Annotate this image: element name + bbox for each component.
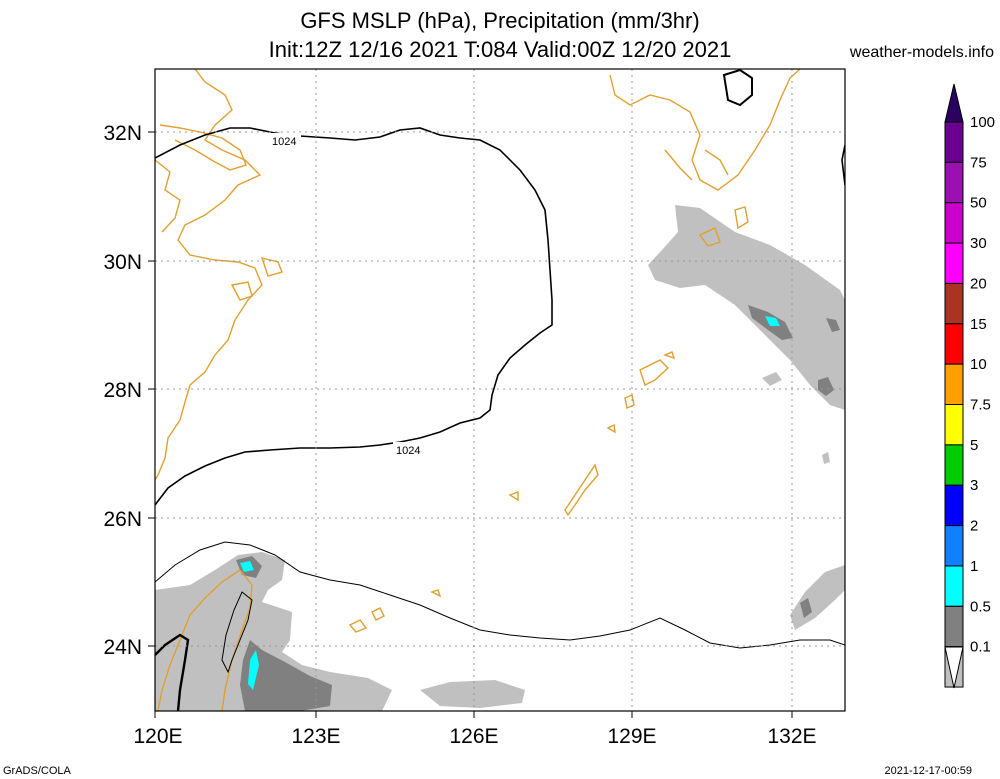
legend-label-1: 1 — [970, 558, 978, 575]
precip-legend: 100 75 50 30 20 15 10 7.5 5 3 2 1 0.5 0.1 — [944, 83, 995, 689]
legend-swatch-75 — [944, 161, 964, 204]
legend-label-50: 50 — [970, 195, 987, 212]
axis-ticks — [148, 131, 793, 718]
legend-label-3: 3 — [970, 477, 978, 494]
precip-core-east-3 — [826, 318, 840, 332]
coast-ishigaki — [371, 607, 385, 621]
precip-core-southeast — [800, 598, 812, 618]
coastlines — [155, 69, 801, 711]
precip-light — [155, 205, 845, 711]
legend-label-20: 20 — [970, 275, 987, 292]
legend-swatch-10 — [944, 363, 964, 406]
legend-swatch-30 — [944, 242, 964, 284]
legend-label-0.1: 0.1 — [970, 639, 991, 656]
legend-label-0.5: 0.5 — [970, 598, 991, 615]
precip-area-east — [648, 205, 845, 410]
chart-title-line1: GFS MSLP (hPa), Precipitation (mm/3hr) — [300, 8, 700, 33]
legend-bottom-arrow — [944, 646, 964, 689]
legend-label-100: 100 — [970, 114, 995, 131]
lat-label-24: 24N — [103, 636, 142, 659]
coast-japan-1 — [609, 69, 801, 191]
legend-swatch-1 — [944, 565, 964, 607]
footer-left: GrADS/COLA — [3, 765, 71, 777]
isobar-east-edge — [841, 144, 845, 186]
lon-label-126: 126E — [449, 725, 498, 748]
precip-core-east-2 — [818, 377, 834, 396]
isobar-high-1024 — [155, 127, 553, 506]
isobar-label-south: 1024 — [396, 445, 420, 457]
isobar-southwest — [155, 633, 190, 711]
lon-label-123: 123E — [291, 725, 340, 748]
precip-peak-east — [765, 316, 780, 326]
legend-swatch-50 — [944, 202, 964, 244]
isobar-label-north: 1024 — [272, 136, 296, 148]
legend-swatch-5 — [944, 444, 964, 486]
coast-island-4 — [606, 423, 616, 434]
legend-label-15: 15 — [970, 316, 987, 333]
map-layers — [155, 69, 845, 711]
lon-label-129: 129E — [607, 725, 656, 748]
coast-island-5 — [624, 394, 635, 409]
precip-peak-south — [248, 650, 259, 690]
graticule — [155, 69, 845, 711]
coast-island-3 — [663, 351, 676, 360]
coast-china — [155, 69, 263, 481]
legend-top-arrow — [944, 83, 964, 123]
legend-label-2: 2 — [970, 518, 978, 535]
coast-miyako — [348, 619, 368, 633]
site-credit: weather-models.info — [849, 44, 994, 61]
legend-swatch-100 — [944, 121, 964, 163]
chart-title-line2: Init:12Z 12/16 2021 T:084 Valid:00Z 12/2… — [268, 37, 732, 62]
legend-label-5: 5 — [970, 437, 978, 454]
coast-china-inner — [155, 159, 181, 233]
coast-okinawa — [564, 463, 599, 517]
lat-axis: 32N 30N 28N 26N 24N — [103, 122, 142, 659]
isobar-japan-loop — [722, 69, 753, 107]
map-frame — [154, 68, 846, 712]
precip-area-south — [420, 680, 525, 708]
lat-label-32: 32N — [103, 122, 142, 145]
precip-speck-2 — [822, 452, 830, 464]
lon-label-132: 132E — [767, 725, 816, 748]
precip-peak-taiwan — [240, 561, 254, 572]
isobar-south — [155, 541, 845, 649]
coast-japan-2 — [664, 149, 729, 181]
coast-yonaguni — [430, 589, 442, 598]
precip-mid — [236, 305, 840, 711]
legend-label-7.5: 7.5 — [970, 397, 991, 414]
coast-tanegashima — [698, 227, 721, 247]
precip-cyan — [240, 316, 780, 690]
lon-axis: 120E 123E 126E 129E 132E — [133, 725, 816, 748]
lat-label-26: 26N — [103, 508, 142, 531]
coast-taiwan — [157, 569, 253, 711]
coast-estuary — [159, 124, 247, 171]
legend-labels: 100 75 50 30 20 15 10 7.5 5 3 2 1 0.5 0.1 — [970, 114, 995, 656]
legend-swatch-15 — [944, 323, 964, 365]
coast-yakushima — [734, 206, 749, 230]
coast-amami — [639, 359, 670, 386]
legend-swatch-0.5 — [944, 605, 964, 648]
legend-label-30: 30 — [970, 235, 987, 252]
legend-label-10: 10 — [970, 356, 987, 373]
precip-core-south — [240, 640, 332, 711]
lat-label-30: 30N — [103, 251, 142, 274]
coast-island-2 — [260, 257, 283, 277]
legend-boxes — [944, 121, 964, 688]
lon-label-120: 120E — [133, 725, 182, 748]
coast-island-6 — [508, 490, 519, 502]
lat-label-28: 28N — [103, 379, 142, 402]
isobar-taiwan-loop — [221, 591, 253, 674]
coast-island-1 — [230, 281, 253, 301]
legend-swatch-7.5 — [944, 404, 964, 446]
legend-swatch-2 — [944, 525, 964, 567]
isobars — [155, 69, 845, 711]
legend-label-75: 75 — [970, 154, 987, 171]
legend-swatch-20 — [944, 282, 964, 325]
precip-area-taiwan — [155, 552, 392, 711]
footer-right: 2021-12-17-00:59 — [884, 765, 972, 777]
precip-speck-1 — [762, 372, 782, 386]
legend-swatch-3 — [944, 484, 964, 527]
precip-area-southeast — [790, 565, 845, 630]
